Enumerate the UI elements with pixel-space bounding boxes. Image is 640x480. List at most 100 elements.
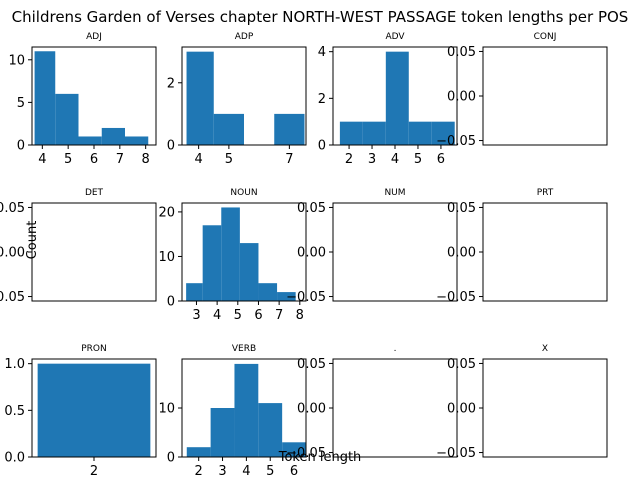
bar-noun-0 [186,283,203,301]
y-tick-label-noun: 10 [158,250,175,265]
panel-title-punct: . [394,344,397,354]
bar-adj-3 [101,127,125,145]
x-tick-label-noun: 4 [213,308,221,323]
bar-noun-3 [239,243,259,301]
bar-adv-4 [431,121,455,145]
x-tick-label-adv: 3 [368,152,376,167]
y-tick-label-adp: 0 [167,139,175,154]
y-tick-label-det: −0.05 [0,290,25,305]
y-tick-label-x: 0.05 [447,357,476,372]
x-tick-label-noun: 8 [296,308,304,323]
bar-adj-1 [55,93,79,145]
y-tick-label-pron: 0.0 [4,451,25,466]
figure-title: Childrens Garden of Verses chapter NORTH… [12,8,629,26]
x-tick-label-adj: 5 [64,152,72,167]
panel-x: X 0.05 0.00 −0.05 [436,344,608,461]
x-tick-label-adp: 5 [225,152,233,167]
y-tick-label-det: 0.05 [0,201,25,216]
y-axis-label: Count [25,221,40,260]
bar-adj-0 [34,51,56,146]
x-tick-label-verb: 5 [266,464,274,479]
y-tick-label-noun: 20 [158,205,175,220]
x-tick-label-adv: 2 [345,152,353,167]
bar-adv-0 [339,121,363,145]
panel-frame-det [31,202,157,302]
panel-frame-num [332,202,458,302]
x-tick-label-noun: 6 [254,308,262,323]
y-tick-label-punct: 0.05 [297,357,326,372]
x-tick-label-adj: 7 [116,152,124,167]
panel-title-num: NUM [384,188,405,198]
panel-frame-conj [482,46,608,146]
panel-frame-prt [482,202,608,302]
x-tick-label-pron: 2 [90,464,98,479]
y-tick-label-prt: −0.05 [436,290,476,305]
panel-adp: ADP 0 2 4 5 7 [167,32,307,167]
panel-title-verb: VERB [232,344,256,354]
y-tick-label-conj: 0.05 [447,45,476,60]
y-tick-label-prt: 0.00 [447,246,476,261]
panel-noun: NOUN 0 10 20 3 4 5 6 7 8 [158,188,307,323]
y-tick-label-adv: 0 [318,139,326,154]
y-tick-label-adj: 5 [17,96,25,111]
x-tick-label-adv: 4 [391,152,399,167]
panel-frame-adp [181,46,307,146]
bar-pron-0 [37,363,151,457]
panel-verb: VERB 10 0 2 3 4 5 6 [158,344,307,479]
panel-title-x: X [542,344,548,354]
y-tick-label-x: −0.05 [436,446,476,461]
panel-frame-x [482,358,608,458]
x-tick-label-noun: 7 [275,308,283,323]
x-tick-label-verb: 2 [195,464,203,479]
y-tick-label-num: 0.05 [297,201,326,216]
x-tick-label-adj: 4 [38,152,46,167]
bar-noun-4 [258,283,278,301]
y-tick-label-adj: 10 [8,53,25,68]
panel-title-adj: ADJ [86,32,102,42]
y-tick-label-adv: 2 [318,92,326,107]
panel-det: DET 0.05 0.00 −0.05 [0,188,157,305]
panel-frame-noun [181,202,307,302]
x-tick-label-adp: 4 [194,152,202,167]
x-tick-label-adj: 6 [90,152,98,167]
panel-pron: PRON 0.0 0.5 1.0 2 [4,344,157,479]
panel-title-adp: ADP [235,32,254,42]
x-tick-label-adv: 5 [414,152,422,167]
bar-verb-2 [234,363,259,457]
panel-title-prt: PRT [537,188,554,198]
bar-adv-3 [408,121,432,145]
bar-adj-4 [125,136,149,145]
panel-title-noun: NOUN [230,188,257,198]
panel-adj: ADJ 0 5 10 4 5 6 7 8 [8,32,157,167]
bar-adv-1 [362,121,386,145]
x-tick-label-adp: 7 [285,152,293,167]
y-tick-label-adv: 4 [318,45,326,60]
panel-title-pron: PRON [81,344,107,354]
x-tick-label-adv: 6 [437,152,445,167]
x-tick-label-noun: 3 [192,308,200,323]
x-tick-label-verb: 3 [218,464,226,479]
bar-noun-1 [202,225,222,301]
y-tick-label-prt: 0.05 [447,201,476,216]
y-tick-label-pron: 0.5 [4,404,25,419]
bar-adj-2 [78,136,102,145]
x-tick-label-verb: 4 [242,464,250,479]
x-axis-label: Token length [278,450,362,465]
y-tick-label-adp: 2 [167,76,175,91]
bar-adp-1 [213,113,244,145]
y-tick-label-num: 0.00 [297,246,326,261]
y-tick-label-adj: 0 [17,139,25,154]
bar-verb-4 [282,442,306,457]
panel-frame-punct [332,358,458,458]
panel-prt: PRT 0.05 0.00 −0.05 [436,188,608,305]
y-tick-label-punct: −0.05 [286,446,326,461]
y-tick-label-pron: 1.0 [4,357,25,372]
bar-noun-2 [221,207,240,301]
y-tick-label-x: 0.00 [447,402,476,417]
y-tick-label-verb: 0 [167,451,175,466]
bar-adv-2 [385,51,409,145]
y-tick-label-det: 0.00 [0,246,25,261]
panel-title-conj: CONJ [534,32,557,42]
